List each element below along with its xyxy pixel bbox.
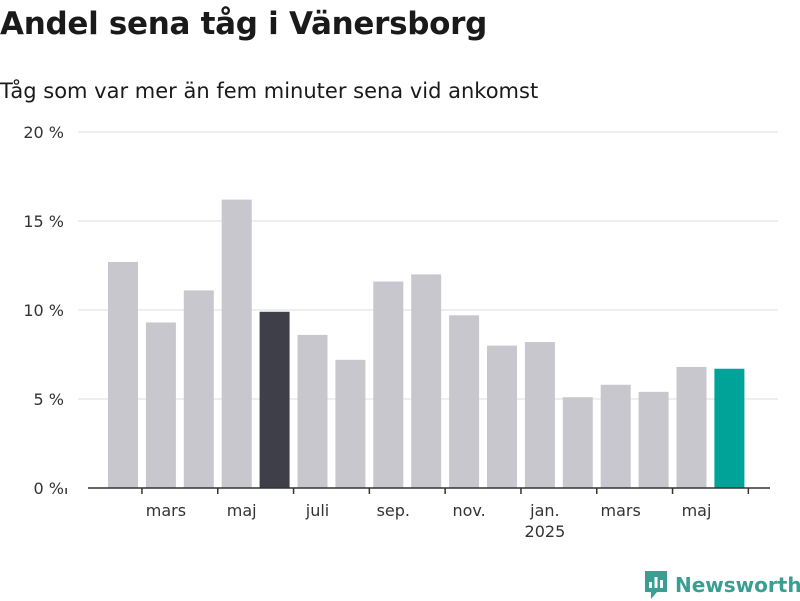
x-tick-label: mars [601,501,641,520]
brand-name: Newsworthy [675,573,800,597]
bar-2024-06 [259,311,290,488]
bar-2025-02 [562,397,593,488]
bar-2024-08 [335,359,366,488]
chart-subtitle: Tåg som var mer än fem minuter sena vid … [0,79,539,103]
y-tick-label: 0 % [34,479,64,498]
bar-2025-05 [676,366,707,488]
x-tick-label: sep. [377,501,410,520]
bar-chart-icon [645,571,667,599]
y-tick-label: 10 % [23,301,64,320]
bar-2024-12 [487,345,517,488]
bar-2024-10 [411,274,442,488]
brand-logo: Newsworthy [643,569,800,601]
chart-title: Andel sena tåg i Vänersborg [0,6,488,42]
x-tick-label: jan. [529,501,559,520]
y-tick-label: 5 % [34,390,64,409]
bar-2024-02 [108,261,138,488]
x-tick-label: maj [227,501,257,520]
bar-2025-06 [714,368,745,488]
y-tick-label: 20 % [23,123,64,142]
bar-2024-03 [145,322,176,488]
bar-2024-11 [449,315,480,488]
bar-2024-04 [183,290,214,488]
bar-2024-07 [297,334,328,488]
x-tick-year-label: 2025 [525,522,566,541]
bar-2024-09 [373,281,404,488]
y-axis: 0 % 5 % 10 % 15 % 20 % [23,123,64,498]
x-tick-label: mars [146,501,186,520]
y-tick-label: 15 % [23,212,64,231]
bars [108,199,745,488]
bar-2024-05 [221,199,252,488]
x-axis: mars maj juli sep. nov. jan. 2025 mars maj [65,487,770,541]
bar-2025-01 [524,342,555,488]
x-tick-label: maj [682,501,712,520]
x-tick-label: nov. [452,501,485,520]
bar-2025-03 [600,384,631,488]
bar-2025-04 [638,391,669,488]
x-tick-label: juli [305,501,329,520]
